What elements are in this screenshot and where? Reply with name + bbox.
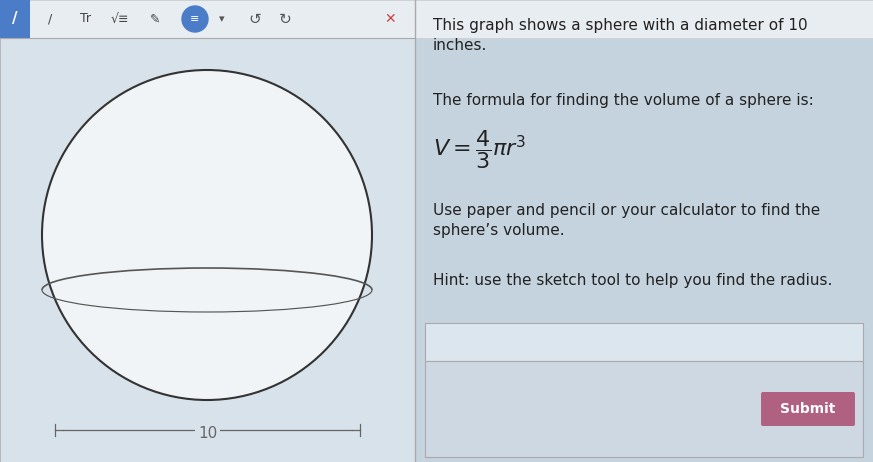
Bar	[0, 0, 873, 38]
Text: The formula for finding the volume of a sphere is:: The formula for finding the volume of a …	[433, 93, 814, 108]
Bar	[0, 38, 415, 462]
Circle shape	[42, 70, 372, 400]
Text: /: /	[48, 12, 52, 25]
Text: Tr: Tr	[79, 12, 91, 25]
Text: Submit: Submit	[780, 402, 835, 416]
Bar	[425, 361, 863, 457]
Text: ✎: ✎	[150, 12, 161, 25]
Text: /: /	[12, 12, 17, 26]
Bar	[425, 323, 863, 361]
Text: 10: 10	[198, 426, 217, 440]
Text: Hint: use the sketch tool to help you find the radius.: Hint: use the sketch tool to help you fi…	[433, 273, 832, 288]
Text: √≡: √≡	[111, 12, 129, 25]
Text: ▾: ▾	[219, 14, 225, 24]
Text: $V = \dfrac{4}{3}\pi r^3$: $V = \dfrac{4}{3}\pi r^3$	[433, 128, 526, 171]
Text: Use paper and pencil or your calculator to find the
sphere’s volume.: Use paper and pencil or your calculator …	[433, 203, 821, 238]
Text: ↻: ↻	[278, 12, 292, 26]
Text: ↺: ↺	[249, 12, 261, 26]
Circle shape	[182, 6, 208, 32]
Text: ≡: ≡	[190, 14, 200, 24]
FancyBboxPatch shape	[761, 392, 855, 426]
Text: This graph shows a sphere with a diameter of 10
inches.: This graph shows a sphere with a diamete…	[433, 18, 808, 53]
Bar	[0, 0, 30, 38]
Text: ✕: ✕	[384, 12, 395, 26]
